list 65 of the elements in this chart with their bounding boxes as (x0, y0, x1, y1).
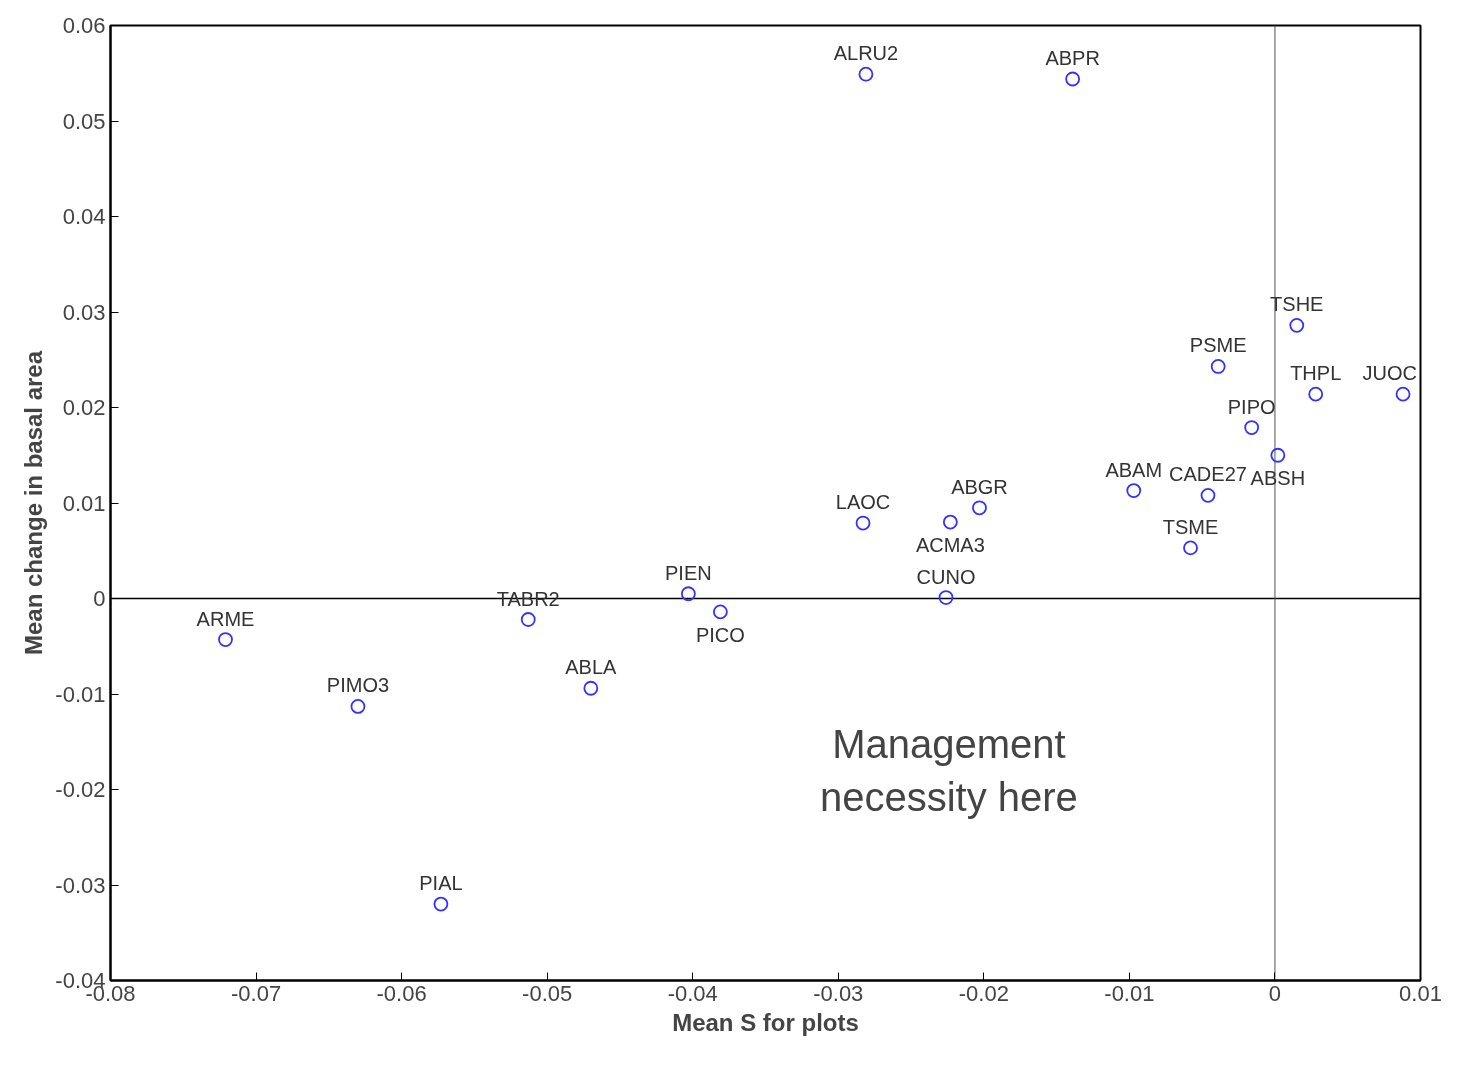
point (1289, 317, 1305, 333)
point (1210, 359, 1226, 374)
series-label: THPL (1290, 362, 1342, 385)
x-tick-label: -0.05 (522, 980, 573, 1006)
point (218, 632, 233, 647)
point (1183, 540, 1198, 556)
point (942, 514, 958, 530)
series-label: ABSH (1250, 467, 1306, 490)
y-axis-title: Mean change in basal area (20, 350, 48, 656)
x-tick-label: -0.02 (958, 980, 1009, 1006)
series-label: ALRU2 (833, 42, 899, 65)
series-label: CUNO (916, 565, 976, 588)
y-tick-label: 0.01 (62, 490, 106, 516)
x-tick-label: -0.04 (667, 980, 718, 1006)
point (855, 515, 871, 531)
series-label: PIPO (1227, 395, 1276, 418)
point (350, 699, 366, 714)
point (583, 680, 599, 696)
point (433, 896, 449, 912)
series-label: ARME (196, 607, 255, 630)
y-tick-label: 0.05 (62, 108, 106, 134)
series-label: ABGR (951, 475, 1008, 498)
series-label: ABPR (1045, 46, 1100, 69)
point (1244, 420, 1260, 435)
y-tick-label: 0.03 (62, 299, 106, 325)
point (1308, 386, 1324, 402)
x-tick-label: -0.01 (1104, 980, 1155, 1006)
point (1395, 386, 1411, 402)
point (712, 604, 728, 620)
series-label: TSME (1162, 515, 1219, 538)
x-tick-label: -0.07 (230, 980, 282, 1006)
series-label: TSHE (1270, 293, 1324, 316)
series-label: JUOC (1362, 362, 1418, 385)
x-tick-label: 0.01 (1399, 980, 1442, 1006)
y-tick-label: 0.02 (62, 395, 106, 420)
x-axis-title: Mean S for plots (672, 1008, 859, 1036)
series-label: PIAL (419, 872, 463, 895)
point (1065, 71, 1081, 87)
annotation: Management necessity here (819, 722, 1078, 819)
y-tick-label: -0.02 (55, 777, 106, 802)
x-tick-label: 0 (1268, 980, 1282, 1006)
series-label: CADE27 (1169, 463, 1247, 486)
point (520, 612, 536, 627)
point (858, 66, 874, 82)
series-label: PICO (695, 623, 745, 646)
point (1270, 447, 1286, 463)
series-label: LAOC (835, 491, 891, 514)
point (938, 590, 954, 605)
y-tick-label: 0.04 (62, 204, 106, 229)
series-label: PIMO3 (326, 674, 390, 697)
point (680, 586, 696, 602)
series-label: PSME (1189, 334, 1247, 357)
x-tick-label: -0.03 (813, 980, 864, 1006)
x-tick-label: -0.06 (376, 980, 427, 1006)
y-tick-label: 0 (93, 586, 106, 611)
y-tick-label: -0.03 (55, 872, 106, 898)
series-label: ABLA (565, 656, 618, 679)
y-tick-label: -0.01 (55, 681, 106, 707)
point (972, 500, 987, 516)
series-label: ABAM (1105, 458, 1163, 481)
point (1126, 483, 1142, 498)
series-label: PIEN (665, 561, 712, 584)
y-tick-label: 0.06 (62, 13, 106, 38)
point (1200, 487, 1216, 503)
series-label: ACMA3 (915, 534, 985, 557)
